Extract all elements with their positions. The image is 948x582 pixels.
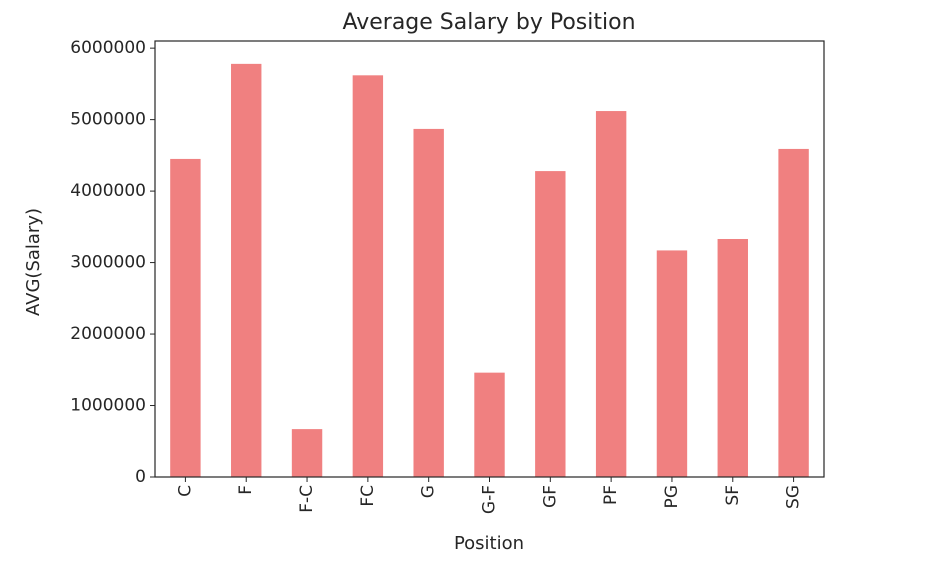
- x-tick-label: GF: [540, 485, 560, 508]
- y-axis-title: AVG(Salary): [23, 208, 44, 316]
- chart-title: Average Salary by Position: [342, 10, 635, 35]
- x-tick-label: FC: [358, 485, 378, 507]
- y-tick-label: 2000000: [70, 324, 146, 344]
- bar-gf: [535, 171, 566, 477]
- y-tick-label: 6000000: [70, 38, 146, 58]
- x-tick-label: G-F: [480, 485, 500, 514]
- y-tick-label: 5000000: [70, 110, 146, 130]
- bar-c: [170, 158, 201, 477]
- bar-sg: [778, 148, 809, 477]
- x-tick-label: G: [419, 485, 439, 498]
- x-axis-title: Position: [454, 533, 524, 554]
- plot-area-frame: [154, 40, 825, 478]
- x-tick-label: PG: [662, 485, 682, 508]
- y-tick-label: 4000000: [70, 181, 146, 201]
- x-axis-ticks: C F F-C FC G G-F GF PF PG SF SG: [175, 477, 804, 514]
- y-axis-ticks: 0 1000000 2000000 3000000 4000000 5000000 6000…: [70, 38, 155, 487]
- bar-g-f: [474, 372, 505, 477]
- bars: [170, 63, 809, 478]
- bar-pf: [595, 111, 627, 478]
- x-tick-label: PF: [601, 485, 621, 505]
- bar-fc: [352, 75, 384, 477]
- x-tick-label: F-C: [297, 485, 317, 513]
- bar-f: [231, 63, 262, 478]
- bar-sf: [717, 238, 748, 477]
- y-tick-label: 3000000: [70, 253, 146, 273]
- bar-g: [413, 128, 444, 477]
- x-tick-label: C: [175, 485, 195, 497]
- y-tick-label: 1000000: [70, 396, 146, 416]
- x-tick-label: SF: [723, 485, 743, 506]
- x-tick-label: F: [236, 485, 256, 495]
- bar-f-c: [291, 429, 323, 477]
- x-tick-label: SG: [784, 485, 804, 509]
- bar-pg: [656, 250, 688, 477]
- y-tick-label: 0: [135, 467, 146, 487]
